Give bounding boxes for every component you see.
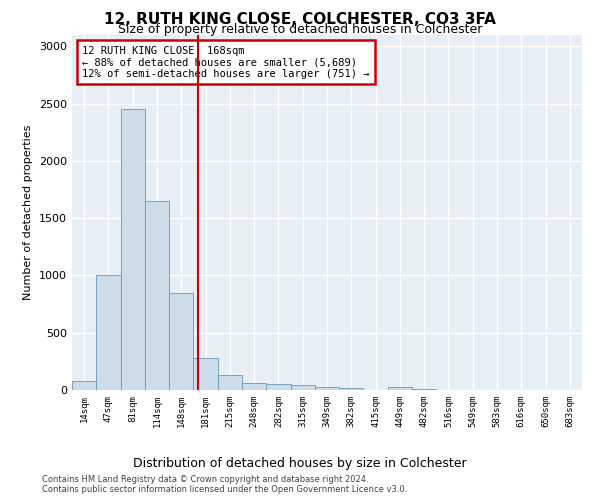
Bar xyxy=(290,385,315,390)
Bar xyxy=(315,386,339,390)
Y-axis label: Number of detached properties: Number of detached properties xyxy=(23,125,34,300)
Text: Distribution of detached houses by size in Colchester: Distribution of detached houses by size … xyxy=(133,458,467,470)
Bar xyxy=(169,292,193,390)
Bar xyxy=(193,358,218,390)
Text: 12 RUTH KING CLOSE: 168sqm
← 88% of detached houses are smaller (5,689)
12% of s: 12 RUTH KING CLOSE: 168sqm ← 88% of deta… xyxy=(82,46,370,79)
Text: Size of property relative to detached houses in Colchester: Size of property relative to detached ho… xyxy=(118,22,482,36)
Bar xyxy=(96,276,121,390)
Bar xyxy=(72,382,96,390)
Text: 12, RUTH KING CLOSE, COLCHESTER, CO3 3FA: 12, RUTH KING CLOSE, COLCHESTER, CO3 3FA xyxy=(104,12,496,28)
Text: Contains HM Land Registry data © Crown copyright and database right 2024.: Contains HM Land Registry data © Crown c… xyxy=(42,475,368,484)
Bar xyxy=(145,201,169,390)
Bar xyxy=(242,383,266,390)
Bar xyxy=(121,110,145,390)
Bar xyxy=(266,384,290,390)
Bar xyxy=(339,388,364,390)
Bar xyxy=(388,386,412,390)
Text: Contains public sector information licensed under the Open Government Licence v3: Contains public sector information licen… xyxy=(42,485,407,494)
Bar xyxy=(218,375,242,390)
